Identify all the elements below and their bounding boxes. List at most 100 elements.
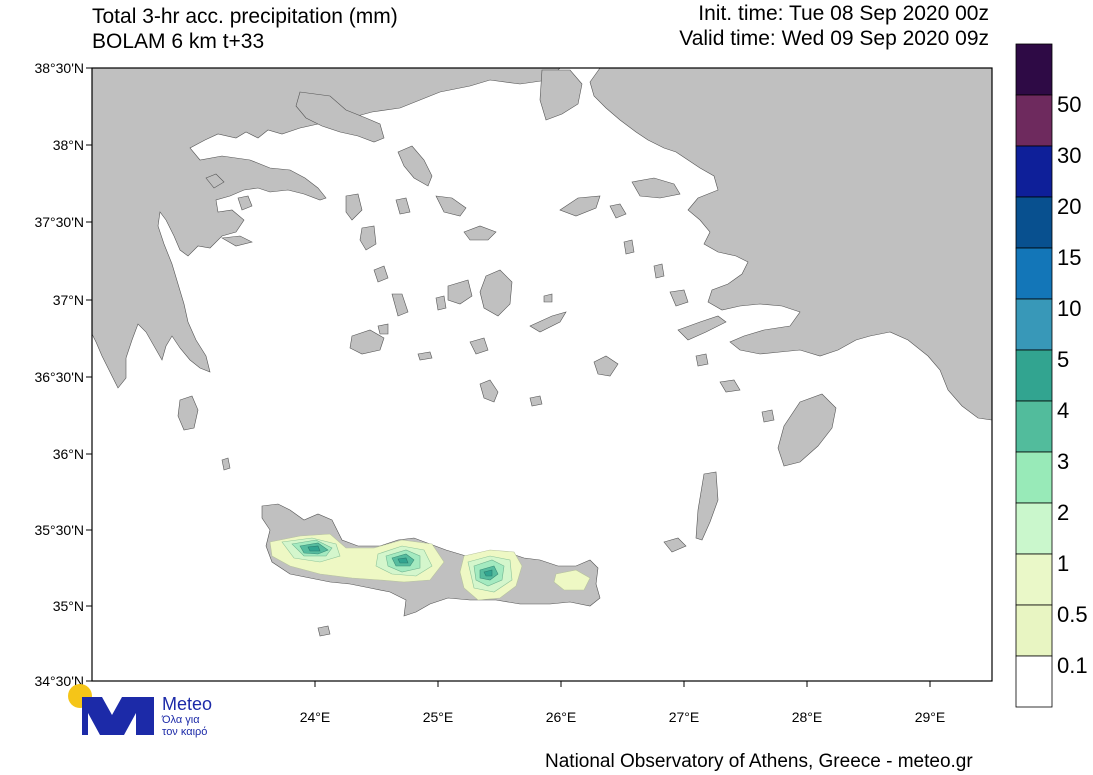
- lat-label: 34°30'N: [34, 673, 84, 689]
- meteo-logo: [68, 684, 154, 735]
- legend-label: 15: [1057, 245, 1081, 270]
- land-kasos: [663, 537, 687, 553]
- legend-swatch: [1015, 604, 1053, 657]
- title-line-1: Total 3-hr acc. precipitation (mm): [92, 5, 398, 28]
- legend-swatch: [1015, 655, 1053, 708]
- land-hydra: [221, 235, 253, 247]
- land-turkey: [589, 67, 993, 421]
- credit-text: National Observatory of Athens, Greece -…: [545, 751, 973, 772]
- valid-time: Valid time: Wed 09 Sep 2020 09z: [679, 27, 989, 50]
- land-patmos: [623, 239, 635, 255]
- lon-label: 29°E: [915, 709, 946, 725]
- land-donousa: [543, 293, 553, 303]
- logo-tagline-2: τον καιρό: [162, 726, 208, 738]
- legend-label: 0.1: [1057, 653, 1088, 678]
- logo-tagline-1: Όλα για: [162, 714, 200, 726]
- land-leros: [653, 263, 665, 279]
- land-tilos: [719, 379, 741, 393]
- land-ios: [469, 337, 489, 355]
- land-nisyros: [695, 353, 709, 367]
- legend-swatch: [1015, 298, 1053, 351]
- lat-label: 37°30'N: [34, 214, 84, 230]
- lon-label: 27°E: [669, 709, 700, 725]
- precip-0.1-region-sitia: [553, 569, 591, 591]
- lat-label: 35°N: [53, 598, 84, 614]
- land-kythira: [177, 395, 199, 431]
- land-astypalea: [593, 355, 619, 377]
- map-frame: [91, 67, 993, 682]
- land-symi: [761, 409, 775, 423]
- legend-swatch: [1015, 43, 1053, 96]
- lat-label: 37°N: [53, 292, 84, 308]
- precip-4-region: [307, 545, 493, 577]
- lon-axis: 24°E 25°E 26°E 27°E 28°E 29°E: [300, 681, 946, 725]
- legend-swatch: [1015, 247, 1053, 300]
- lat-label: 35°30'N: [34, 522, 84, 538]
- land-mykonos: [463, 225, 497, 241]
- land-antikythira: [221, 457, 231, 471]
- land-chios: [539, 69, 583, 121]
- land-kythnos: [359, 225, 377, 251]
- land-tinos: [435, 195, 467, 217]
- land-serifos: [373, 265, 389, 283]
- land-santorini: [479, 379, 499, 403]
- lat-label: 38°30'N: [34, 60, 84, 76]
- legend-swatch: [1015, 145, 1053, 198]
- land-sifnos: [391, 293, 409, 317]
- lat-label: 36°30'N: [34, 369, 84, 385]
- legend-label: 50: [1057, 92, 1081, 117]
- precip-legend: 50 30 20 15 10 5 4 3 2 1 0.5 0.1: [1015, 43, 1088, 708]
- lat-label: 36°N: [53, 446, 84, 462]
- land-fournoi: [609, 203, 627, 219]
- land-amorgos: [529, 311, 567, 333]
- legend-swatch: [1015, 196, 1053, 249]
- lon-label: 24°E: [300, 709, 331, 725]
- legend-label: 20: [1057, 194, 1081, 219]
- land-andros: [397, 145, 433, 187]
- land-gavdos: [317, 625, 331, 637]
- init-time: Init. time: Tue 08 Sep 2020 00z: [698, 2, 989, 25]
- land-samos: [631, 177, 681, 199]
- logo-text: Meteo Όλα για τον καιρό: [162, 694, 212, 738]
- lon-label: 28°E: [792, 709, 823, 725]
- legend-swatch: [1015, 553, 1053, 606]
- legend-label: 0.5: [1057, 602, 1088, 627]
- precip-contours: [269, 533, 591, 601]
- legend-swatch: [1015, 400, 1053, 453]
- legend-label: 30: [1057, 143, 1081, 168]
- land-syros: [395, 197, 411, 215]
- legend-swatch: [1015, 451, 1053, 504]
- forecast-times: Init. time: Tue 08 Sep 2020 00z Valid ti…: [679, 1, 989, 51]
- legend-label: 2: [1057, 500, 1069, 525]
- map-title: Total 3-hr acc. precipitation (mm) BOLAM…: [92, 4, 398, 54]
- legend-label: 4: [1057, 398, 1069, 423]
- land-kalymnos: [669, 289, 689, 307]
- logo-name: Meteo: [162, 694, 213, 714]
- land-milos: [349, 329, 385, 355]
- legend-label: 3: [1057, 449, 1069, 474]
- lon-label: 25°E: [423, 709, 454, 725]
- lon-label: 26°E: [546, 709, 577, 725]
- legend-swatch: [1015, 94, 1053, 147]
- land-salamina: [205, 173, 225, 189]
- land-euboea: [295, 91, 385, 143]
- legend-swatch: [1015, 349, 1053, 402]
- land-kea: [345, 193, 363, 221]
- land-naxos: [479, 269, 513, 317]
- land-karpathos: [695, 471, 719, 541]
- land-ikaria: [559, 195, 601, 217]
- land-antiparos: [435, 295, 447, 311]
- logo-m-icon: [82, 697, 154, 735]
- title-line-2: BOLAM 6 km t+33: [92, 30, 265, 53]
- legend-label: 1: [1057, 551, 1069, 576]
- land-aegina: [237, 195, 253, 211]
- legend-swatch: [1015, 502, 1053, 555]
- legend-label: 5: [1057, 347, 1069, 372]
- lat-label: 38°N: [53, 137, 84, 153]
- lat-axis: 38°30'N 38°N 37°30'N 37°N 36°30'N 36°N 3…: [34, 60, 92, 689]
- land-anafi: [529, 395, 543, 407]
- land-greek-mainland: [91, 67, 561, 389]
- land-rhodes: [777, 393, 837, 467]
- land-kos: [677, 315, 727, 341]
